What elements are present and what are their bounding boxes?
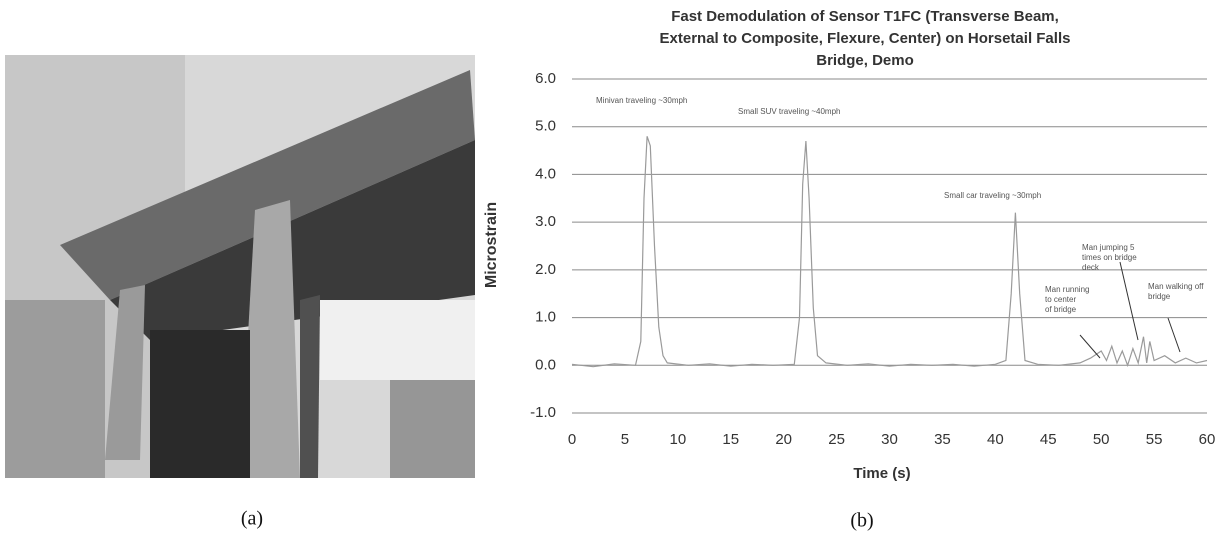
annotation: Man jumping 5 times on bridge deck xyxy=(1082,243,1137,272)
annotation: Man running to center of bridge xyxy=(1045,285,1089,314)
y-tick-label: 1.0 xyxy=(535,309,556,326)
y-tick-label: 2.0 xyxy=(535,261,556,278)
caption: (b) xyxy=(850,510,873,532)
y-tick-label: 0.0 xyxy=(535,356,556,373)
x-tick-label: 40 xyxy=(987,431,1004,448)
chart-title: Fast Demodulation of Sensor T1FC (Transv… xyxy=(659,8,1071,69)
data-line xyxy=(571,136,1208,368)
bridge-photo xyxy=(5,55,475,478)
annotation: Small SUV traveling ~40mph xyxy=(738,107,841,116)
y-tick-label: 3.0 xyxy=(535,213,556,230)
x-tick-label: 20 xyxy=(775,431,792,448)
x-tick-label: 10 xyxy=(669,431,686,448)
x-tick-label: 0 xyxy=(568,431,576,448)
x-tick-label: 25 xyxy=(828,431,845,448)
annotation-arrow xyxy=(1167,317,1181,353)
x-tick-label: 45 xyxy=(1040,431,1057,448)
title-box: Fast Demodulation of Sensor T1FC (Transv… xyxy=(659,8,1071,69)
annotation-arrow xyxy=(1079,334,1101,359)
y-tick-label: 4.0 xyxy=(535,165,556,182)
y-tick-label: -1.0 xyxy=(530,404,556,421)
annotation: Minivan traveling ~30mph xyxy=(596,96,687,105)
y-tick-label: 5.0 xyxy=(535,118,556,135)
x-axis-label: Time (s) xyxy=(853,465,910,482)
x-tick-label: 35 xyxy=(934,431,951,448)
x-tick-label: 55 xyxy=(1146,431,1163,448)
annotation: Man walking off bridge xyxy=(1148,282,1204,301)
caption: (a) xyxy=(241,508,263,530)
x-tick-label: 50 xyxy=(1093,431,1110,448)
annotation-arrow xyxy=(1119,261,1139,341)
annotation: Small car traveling ~30mph xyxy=(944,191,1041,200)
x-tick-label: 15 xyxy=(722,431,739,448)
y-axis-label: Microstrain xyxy=(483,202,500,288)
x-tick-label: 60 xyxy=(1199,431,1216,448)
x-tick-label: 5 xyxy=(621,431,629,448)
y-tick-label: 6.0 xyxy=(535,70,556,87)
x-tick-label: 30 xyxy=(881,431,898,448)
